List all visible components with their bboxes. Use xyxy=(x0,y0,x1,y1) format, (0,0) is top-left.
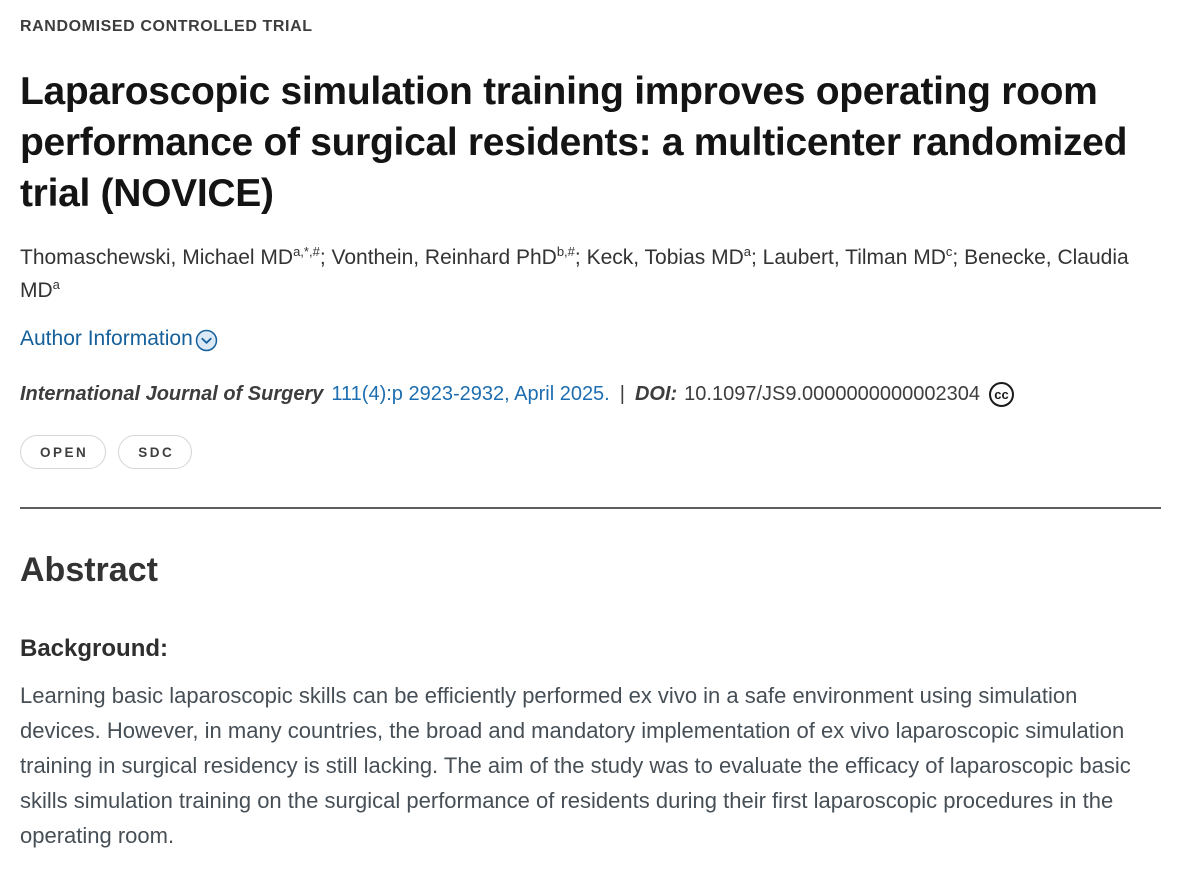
article-type-label: RANDOMISED CONTROLLED TRIAL xyxy=(20,18,313,35)
author: Thomaschewski, Michael MDa,*,# xyxy=(20,244,320,269)
issue-pages-link[interactable]: 111(4):p 2923-2932, April 2025. xyxy=(331,383,610,405)
author: Vonthein, Reinhard PhDb,# xyxy=(331,244,575,269)
doi-value: 10.1097/JS9.0000000000002304 xyxy=(684,383,981,405)
chevron-down-circle-icon xyxy=(195,329,217,351)
divider xyxy=(20,507,1161,509)
author-information-label: Author Information xyxy=(20,327,193,350)
badge-list: OPEN SDC xyxy=(20,435,1161,469)
doi-label: DOI: xyxy=(634,383,678,405)
journal-name: International Journal of Surgery xyxy=(20,383,324,405)
citation-separator: | xyxy=(619,383,625,405)
citation-line: International Journal of Surgery 111(4):… xyxy=(20,382,1161,407)
author-list: Thomaschewski, Michael MDa,*,#; Vonthein… xyxy=(20,244,1129,302)
author-information-toggle[interactable]: Author Information xyxy=(20,327,218,351)
background-text: Learning basic laparoscopic skills can b… xyxy=(20,683,1131,848)
article-title: Laparoscopic simulation training improve… xyxy=(20,70,1128,215)
cc-license-icon: cc xyxy=(989,382,1015,407)
abstract-heading: Abstract xyxy=(20,551,158,589)
badge-sdc: SDC xyxy=(118,435,193,469)
background-heading: Background: xyxy=(20,635,169,662)
author: Keck, Tobias MDa xyxy=(586,244,751,269)
author: Laubert, Tilman MDc xyxy=(762,244,953,269)
badge-open: OPEN xyxy=(20,435,107,469)
author: Benecke, Claudia MDa xyxy=(20,246,1129,302)
